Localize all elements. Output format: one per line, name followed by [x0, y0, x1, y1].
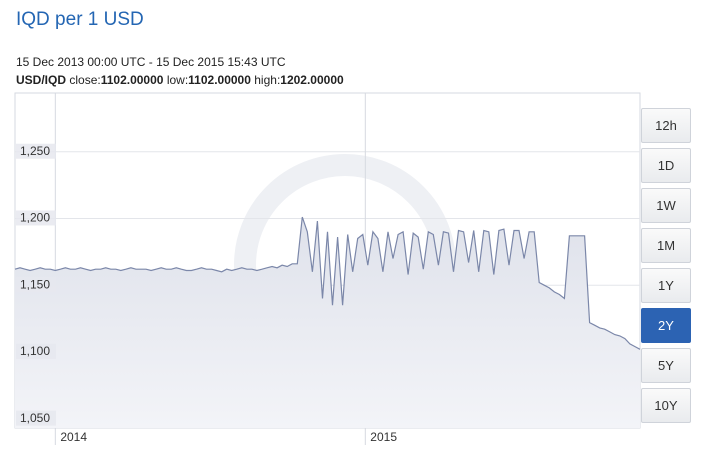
date-range: 15 Dec 2013 00:00 UTC - 15 Dec 2015 15:4…	[16, 55, 286, 69]
stat-value: 1102.00000	[100, 73, 164, 87]
chart-title: IQD per 1 USD	[16, 9, 144, 30]
range-button[interactable]: 2Y	[641, 308, 691, 343]
stat-value: 1202.00000	[280, 73, 344, 87]
y-tick-label: 1,200	[20, 211, 50, 225]
x-tick-label: 2015	[370, 430, 397, 444]
range-button[interactable]: 1M	[641, 228, 691, 263]
y-tick-label: 1,100	[20, 344, 50, 358]
line	[14, 216, 641, 350]
range-button[interactable]: 5Y	[641, 348, 691, 383]
y-tick-label: 1,150	[20, 277, 50, 291]
stat-value: 1102.00000	[188, 73, 251, 87]
y-tick-bg	[16, 343, 56, 359]
range-button[interactable]: 1Y	[641, 268, 691, 303]
pair: USD/IQD	[16, 73, 67, 87]
stat-label: low:	[166, 73, 189, 87]
stat-label: high:	[254, 73, 281, 87]
range-button[interactable]: 1W	[641, 188, 691, 223]
x-tick-label: 2014	[60, 430, 87, 444]
y-tick-bg	[16, 210, 56, 226]
y-tick-bg	[16, 143, 56, 159]
range-button[interactable]: 1D	[641, 148, 691, 183]
stats-line: USD/IQD close:1102.00000 low:1102.00000 …	[16, 73, 344, 87]
y-tick-bg	[16, 410, 56, 426]
stat-label: close:	[69, 73, 101, 87]
y-tick-label: 1,250	[20, 144, 50, 158]
y-tick-label: 1,050	[20, 411, 50, 425]
range-button[interactable]: 12h	[641, 108, 691, 143]
area	[15, 217, 640, 428]
y-tick-bg	[16, 277, 56, 293]
range-button[interactable]: 10Y	[641, 388, 691, 423]
